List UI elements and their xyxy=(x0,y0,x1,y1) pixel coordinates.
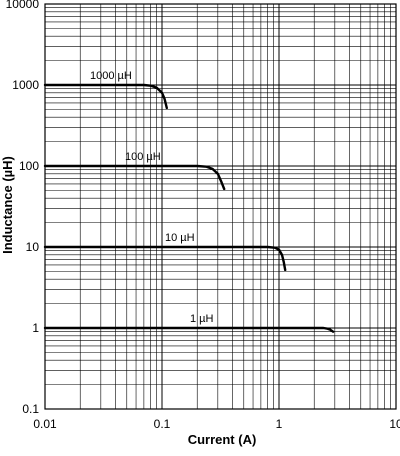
series-label: 100 µH xyxy=(125,151,161,163)
series-line xyxy=(43,83,169,110)
series-label: 1 µH xyxy=(190,313,214,325)
x-tick-label: 10 xyxy=(389,417,400,431)
series-lines: 1000 µH 100 µH 10 µH 1 µH xyxy=(43,70,335,333)
plot-frame xyxy=(44,3,397,410)
grid xyxy=(44,3,397,410)
y-tick-label: 1000 xyxy=(12,78,39,92)
series-line xyxy=(43,326,335,333)
y-tick-label: 10 xyxy=(26,240,40,254)
x-tick-label: 0.01 xyxy=(33,417,57,431)
series-label: 1000 µH xyxy=(90,70,132,82)
x-tick-label: 0.1 xyxy=(154,417,171,431)
y-tick-label: 0.1 xyxy=(22,402,39,416)
y-tick-label: 1 xyxy=(32,321,39,335)
x-axis-title: Current (A) xyxy=(188,432,257,447)
series-line xyxy=(43,245,287,272)
series-label: 10 µH xyxy=(165,232,195,244)
series-line xyxy=(43,164,226,191)
x-tick-label: 1 xyxy=(276,417,283,431)
y-tick-label: 10000 xyxy=(6,0,40,11)
y-axis-title: Inductance (µH) xyxy=(0,156,15,254)
y-tick-label: 100 xyxy=(19,159,39,173)
